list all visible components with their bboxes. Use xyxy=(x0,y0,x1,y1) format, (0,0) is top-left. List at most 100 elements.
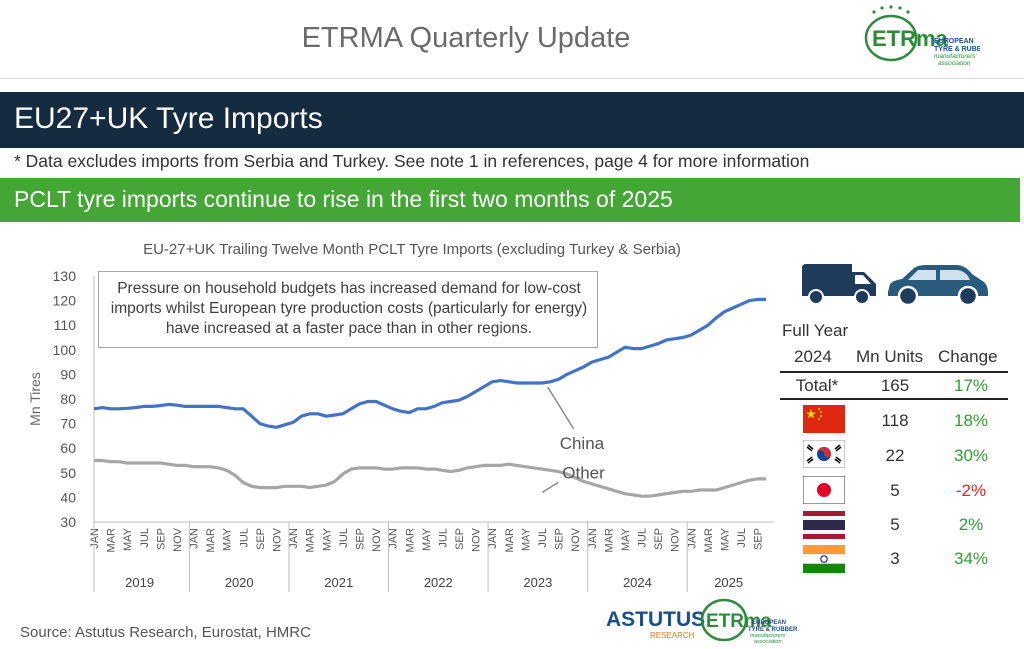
y-tick-label: 130 xyxy=(53,268,77,284)
x-tick-label: MAR xyxy=(504,528,516,553)
series-line-china xyxy=(93,297,766,429)
x-tick-label: JAN xyxy=(388,528,400,549)
series-labels: China Other xyxy=(541,386,605,493)
astutus-logo: ASTUTUS xyxy=(606,608,705,631)
x-tick-label: MAR xyxy=(205,528,217,553)
year-label: 2022 xyxy=(424,575,453,590)
x-tick-label: JUL xyxy=(637,528,649,548)
logo-ring xyxy=(864,14,918,62)
table-header-year: 2024 xyxy=(794,347,832,366)
table-header-rule xyxy=(780,371,1008,373)
year-label: 2024 xyxy=(623,575,652,590)
x-tick-label: MAR xyxy=(305,528,317,553)
car-icon xyxy=(888,265,988,307)
other-series-label: Other xyxy=(562,463,605,482)
total-label: Total* xyxy=(795,376,839,395)
row-thailand-change: 2% xyxy=(958,515,984,534)
korea-flag-icon xyxy=(803,440,845,468)
total-units: 165 xyxy=(880,376,910,395)
y-tick-label: 120 xyxy=(53,293,77,309)
x-tick-label: SEP xyxy=(255,528,267,550)
x-tick-label: JUL xyxy=(537,528,549,548)
x-tick-label: NOV xyxy=(670,527,682,552)
footer-logo-line-4: association xyxy=(754,639,782,645)
total-change: 17% xyxy=(953,376,989,395)
table-total-rule xyxy=(780,398,1008,400)
y-tick-label: 80 xyxy=(60,391,76,407)
x-tick-label: JUL xyxy=(338,528,350,548)
x-tick-label: JUL xyxy=(437,528,449,548)
footer-logos: ASTUTUS RESEARCH ETRma EUROPEAN TYRE & R… xyxy=(606,598,798,645)
x-tick-label: JUL xyxy=(736,528,748,548)
japan-flag-icon xyxy=(803,476,845,504)
footer-logo-line-1: EUROPEAN xyxy=(752,620,786,626)
x-tick-label: JAN xyxy=(587,528,599,549)
page-title: ETRMA Quarterly Update xyxy=(301,22,631,54)
source-note: Source: Astutus Research, Eurostat, HMRC xyxy=(20,624,311,641)
y-axis-title: Mn Tires xyxy=(27,372,43,426)
y-tick-label: 70 xyxy=(60,416,76,432)
x-tick-label: MAR xyxy=(703,528,715,553)
y-tick-label: 30 xyxy=(60,514,76,530)
y-tick-label: 110 xyxy=(54,317,77,333)
x-tick-label: JAN xyxy=(686,528,698,549)
van-icon xyxy=(802,264,876,305)
y-tick-label: 100 xyxy=(53,342,77,358)
footer-etrma-mark: ETRma xyxy=(706,611,772,632)
x-tick-label: MAY xyxy=(720,527,732,551)
row-china-change: 18% xyxy=(953,411,989,430)
chart-title: EU-27+UK Trailing Twelve Month PCLT Tyre… xyxy=(143,241,681,258)
headline: PCLT tyre imports continue to rise in th… xyxy=(14,186,673,212)
section-title: EU27+UK Tyre Imports xyxy=(14,102,323,135)
row-india-units: 3 xyxy=(890,549,900,568)
annotation-box xyxy=(98,271,598,348)
logo-line-1: EUROPEAN xyxy=(934,38,974,45)
x-tick-label: NOV xyxy=(570,527,582,552)
row-india-change: 34% xyxy=(953,549,989,568)
china-leader-line xyxy=(547,386,575,430)
row-china-units: 118 xyxy=(881,411,909,430)
row-thailand-units: 5 xyxy=(890,515,900,534)
x-tick-label: SEP xyxy=(753,528,765,550)
y-tick-label: 90 xyxy=(60,366,76,382)
etrma-logo: ETRma EUROPEAN TYRE & RUBBER manufacture… xyxy=(864,5,980,67)
y-axis: 30 40 50 60 70 80 90 100 110 120 130 Mn Tires xyxy=(27,268,95,530)
logo-line-3: manufacturers' xyxy=(934,53,978,60)
x-tick-label: JUL xyxy=(238,528,250,548)
series-line-other xyxy=(94,458,766,498)
headline-bar xyxy=(0,178,1020,222)
table-header-change: Change xyxy=(938,347,998,366)
x-tick-label: JAN xyxy=(189,528,201,549)
x-tick-label: MAY xyxy=(421,527,433,551)
header-divider xyxy=(0,78,1024,79)
year-label: 2020 xyxy=(225,575,254,590)
x-tick-label: NOV xyxy=(272,527,284,552)
y-tick-label: 40 xyxy=(60,489,76,505)
x-tick-label: MAR xyxy=(603,528,615,553)
year-label: 2021 xyxy=(324,575,353,590)
year-label: 2023 xyxy=(523,575,552,590)
astutus-logo-sub: RESEARCH xyxy=(650,631,695,640)
x-tick-label: SEP xyxy=(454,528,466,550)
y-tick-label: 50 xyxy=(60,465,76,481)
x-tick-label: JAN xyxy=(89,528,101,549)
annotation-text: Pressure on household budgets has increa… xyxy=(110,280,588,337)
row-korea-units: 22 xyxy=(885,446,905,465)
x-tick-label: SEP xyxy=(354,528,366,550)
x-tick-label: SEP xyxy=(653,528,665,550)
table-header-units: Mn Units xyxy=(856,347,924,366)
logo-line-4: association xyxy=(938,60,971,67)
other-leader-line xyxy=(541,481,559,493)
x-axis: JAN MAR MAY JUL SEP NOV JAN MAR MAY JUL SEP NOV JAN M… xyxy=(89,521,774,592)
x-tick-label: JAN xyxy=(288,528,300,549)
x-tick-label: MAY xyxy=(520,527,532,551)
footer-etrma-ring xyxy=(700,598,748,642)
logo-line-2: TYRE & RUBBER xyxy=(934,46,980,53)
footer-logo-line-2: TYRE & RUBBER xyxy=(748,627,798,633)
series-layer xyxy=(93,297,766,498)
x-tick-label: NOV xyxy=(371,527,383,552)
x-tick-label: SEP xyxy=(155,528,167,550)
row-japan-units: 5 xyxy=(890,481,900,500)
china-flag-icon xyxy=(803,405,845,433)
x-tick-label: SEP xyxy=(554,528,566,550)
